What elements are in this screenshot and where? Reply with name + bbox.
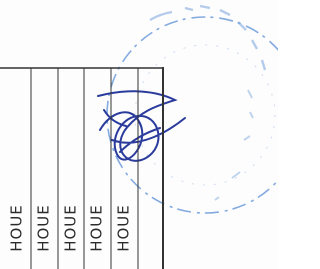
- document: HOUE HOUE HOUE HOUE HOUE: [0, 0, 278, 269]
- column-header: HOUE: [62, 204, 80, 252]
- column-header: HOUE: [88, 204, 106, 252]
- column-header: HOUE: [35, 204, 53, 252]
- column-header: HOUE: [8, 204, 26, 252]
- column-header: HOUE: [115, 204, 133, 252]
